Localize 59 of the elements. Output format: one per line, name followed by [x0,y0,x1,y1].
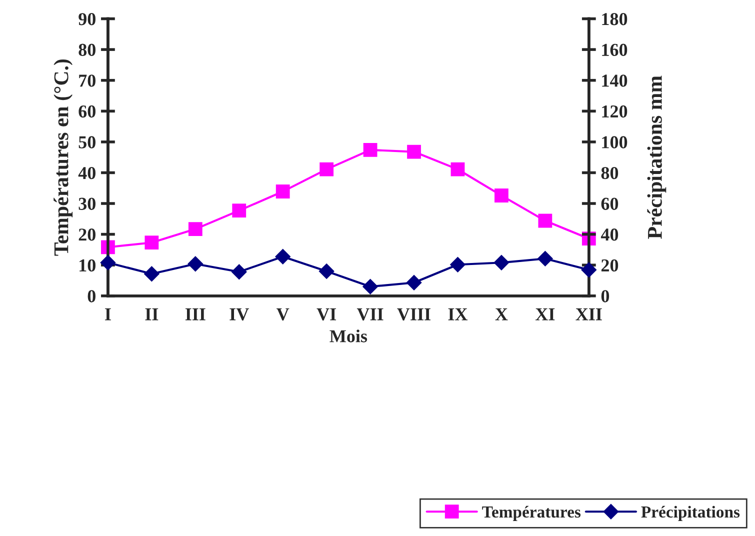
point [188,222,202,236]
point [276,184,290,198]
x-tick-label: II [145,308,158,320]
y-axis-title: Températures en (°C.) [54,59,73,256]
point [275,249,290,264]
y-tick-label: 80 [78,44,96,56]
point [494,188,508,202]
y-tick-label: 30 [78,198,96,210]
point [188,256,203,272]
y-tick-label: 10 [80,259,96,272]
x-tick-label: XI [535,308,555,320]
x-tick-label: VII [356,308,384,320]
point [450,257,466,272]
y-tick-label: 70 [79,74,96,87]
legend-label: Précipitations [641,506,740,521]
y2-tick-label: 40 [600,228,618,241]
y2-tick-label: 80 [601,166,618,180]
y2-tick-label: 180 [602,13,628,26]
y2-tick-label: 120 [602,105,628,118]
point [320,162,334,176]
point [100,255,116,270]
y-tick-label: 0 [88,290,96,302]
x-axis-title: Mois [330,330,368,342]
y-tick-label: 20 [78,228,96,241]
point [407,144,421,159]
point [144,266,160,282]
y2-tick-label: 20 [601,259,618,272]
y2-axis-title: Précipitations mm [647,76,666,239]
point [450,162,465,176]
point [494,255,510,270]
y-tick-label: 60 [78,105,96,118]
x-tick-label: V [276,308,290,320]
y2-tick-label: 160 [602,44,628,56]
x-tick-label: X [495,308,508,320]
x-tick-label: I [105,308,111,320]
x-tick-label: IX [448,308,468,320]
y2-tick-label: 140 [602,74,628,87]
point [362,279,378,294]
x-tick-label: IV [230,308,249,320]
x-tick-label: VIII [397,308,430,320]
y-tick-label: 40 [78,166,96,180]
point [232,204,246,218]
point [581,262,596,278]
y-tick-label: 50 [78,136,96,148]
point [538,214,552,228]
x-tick-label: III [185,308,206,320]
y2-tick-label: 100 [602,136,628,148]
point [363,142,378,157]
y2-tick-label: 60 [601,198,618,210]
point [232,264,247,280]
y2-tick-label: 0 [601,290,610,302]
point [538,251,553,266]
y-tick-label: 90 [78,13,96,26]
x-tick-label: VI [316,308,336,320]
point [406,275,422,290]
point [144,236,159,250]
point [319,264,334,279]
x-tick-label: XII [576,308,602,320]
legend-label: Températures [482,506,581,521]
